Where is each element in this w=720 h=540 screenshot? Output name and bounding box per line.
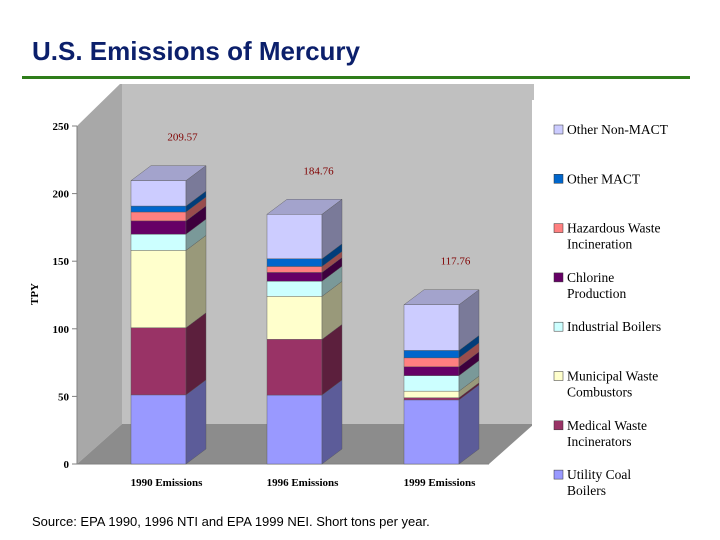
bar-total-label: 209.57 [167, 132, 198, 144]
y-tick-label: 100 [53, 324, 70, 336]
legend-label: Utility Coal Boilers [567, 467, 631, 498]
bar-segment-front [403, 357, 460, 367]
bar-segment-front [266, 266, 323, 273]
legend-label: Industrial Boilers [567, 319, 661, 334]
bar-segment-front [266, 272, 323, 282]
legend-swatch [553, 321, 564, 332]
legend-swatch [553, 469, 564, 480]
legend-label: Hazardous Waste Incineration [567, 221, 661, 252]
bar-total-label: 117.76 [441, 256, 471, 268]
legend-item: Medical Waste Incinerators [553, 418, 647, 449]
legend-swatch [553, 124, 564, 135]
bar-segment [403, 289, 480, 351]
bar-segment [266, 323, 343, 396]
bar-top-face [403, 289, 480, 305]
bar-segment [403, 384, 480, 465]
legend-swatch [553, 223, 564, 233]
bar-segment-front [266, 258, 323, 267]
y-tick-label: 50 [58, 391, 70, 403]
bar-segment-front [130, 211, 187, 222]
bar-segment-front [130, 220, 187, 235]
legend-label: Municipal Waste Combustors [567, 369, 658, 400]
x-tick-label: 1990 Emissions [131, 477, 204, 489]
x-tick-label: 1996 Emissions [267, 477, 340, 489]
legend-label: Medical Waste Incinerators [567, 418, 647, 449]
y-tick-label: 250 [53, 121, 70, 133]
legend-label: Other Non-MACT [567, 122, 669, 137]
bar-segment [403, 360, 480, 392]
bar-segment-front [403, 366, 460, 376]
bar-segment-front [403, 399, 460, 465]
bar-top-face [266, 199, 343, 215]
legend-item: Industrial Boilers [553, 319, 661, 334]
bar-stack [403, 289, 480, 465]
legend-swatch [553, 174, 564, 184]
x-axis-labels: 209.57 1990 Emissions 184.76 1996 Emissions… [131, 132, 477, 489]
bar-segment-front [403, 304, 460, 351]
bar-stack [130, 165, 207, 465]
bar-segment [266, 265, 343, 297]
bar-stacks [130, 165, 480, 465]
bar-stack [266, 198, 343, 465]
bar-segment-front [403, 350, 460, 359]
bar-segment-front [266, 339, 323, 396]
bar-segment-front [403, 397, 460, 401]
legend-swatch [553, 371, 564, 381]
legend-item: Other Non-MACT [553, 122, 669, 137]
y-tick-label: 150 [53, 256, 70, 268]
bar-segment [130, 205, 207, 235]
bar-segment-front [266, 281, 323, 297]
bar-segment-front [403, 390, 460, 398]
chart-side-wall [77, 82, 122, 464]
y-tick-label: 200 [53, 189, 70, 201]
x-tick-label: 1999 Emissions [404, 477, 477, 489]
bar-segment-side [185, 234, 207, 329]
source-note: Source: EPA 1990, 1996 NTI and EPA 1999 … [32, 514, 430, 529]
title-divider [22, 76, 690, 79]
bar-segment-front [403, 375, 460, 392]
legend-swatch [553, 420, 564, 431]
legend-item: Other MACT [553, 171, 641, 186]
bar-segment [266, 198, 343, 260]
bar-segment-front [130, 180, 187, 207]
legend-label: Chlorine Production [567, 270, 626, 301]
bar-total-label: 184.76 [303, 165, 334, 177]
legend-item: Utility Coal Boilers [553, 467, 631, 498]
bar-segment [266, 280, 343, 340]
chart-legend: Other Non-MACT Other MACT Hazardous Waste I… [532, 100, 688, 504]
bar-segment-front [130, 327, 187, 396]
bar-segment-front [266, 214, 323, 259]
bar-segment-front [130, 250, 187, 328]
bar-segment-front [130, 233, 187, 251]
chart-area: 0 50 100 150 200 250 TPY 209.57 1990 Emissions… [22, 82, 690, 504]
legend-swatch [553, 272, 564, 283]
legend-box [532, 100, 688, 504]
bar-segment [130, 234, 207, 329]
bar-segment [130, 190, 207, 213]
bar-segment-front [266, 296, 323, 340]
bar-segment-front [266, 394, 323, 465]
y-tick-label: 0 [64, 459, 70, 471]
bar-segment [266, 379, 343, 465]
bar-segment [130, 379, 207, 465]
bar-top-face [130, 165, 207, 181]
bar-segment [130, 165, 207, 207]
legend-label: Other MACT [567, 171, 641, 186]
y-axis-label: TPY [29, 283, 41, 305]
y-axis-ticks: 0 50 100 150 200 250 [53, 121, 77, 471]
legend-item: Chlorine Production [553, 270, 626, 301]
stacked-bar-chart: 0 50 100 150 200 250 TPY 209.57 1990 Emissions… [29, 82, 688, 504]
bar-segment-front [130, 205, 187, 213]
page-title: U.S. Emissions of Mercury [32, 36, 360, 66]
legend-item: Hazardous Waste Incineration [553, 221, 661, 252]
bar-segment-front [130, 394, 187, 465]
legend-item: Municipal Waste Combustors [553, 369, 658, 400]
